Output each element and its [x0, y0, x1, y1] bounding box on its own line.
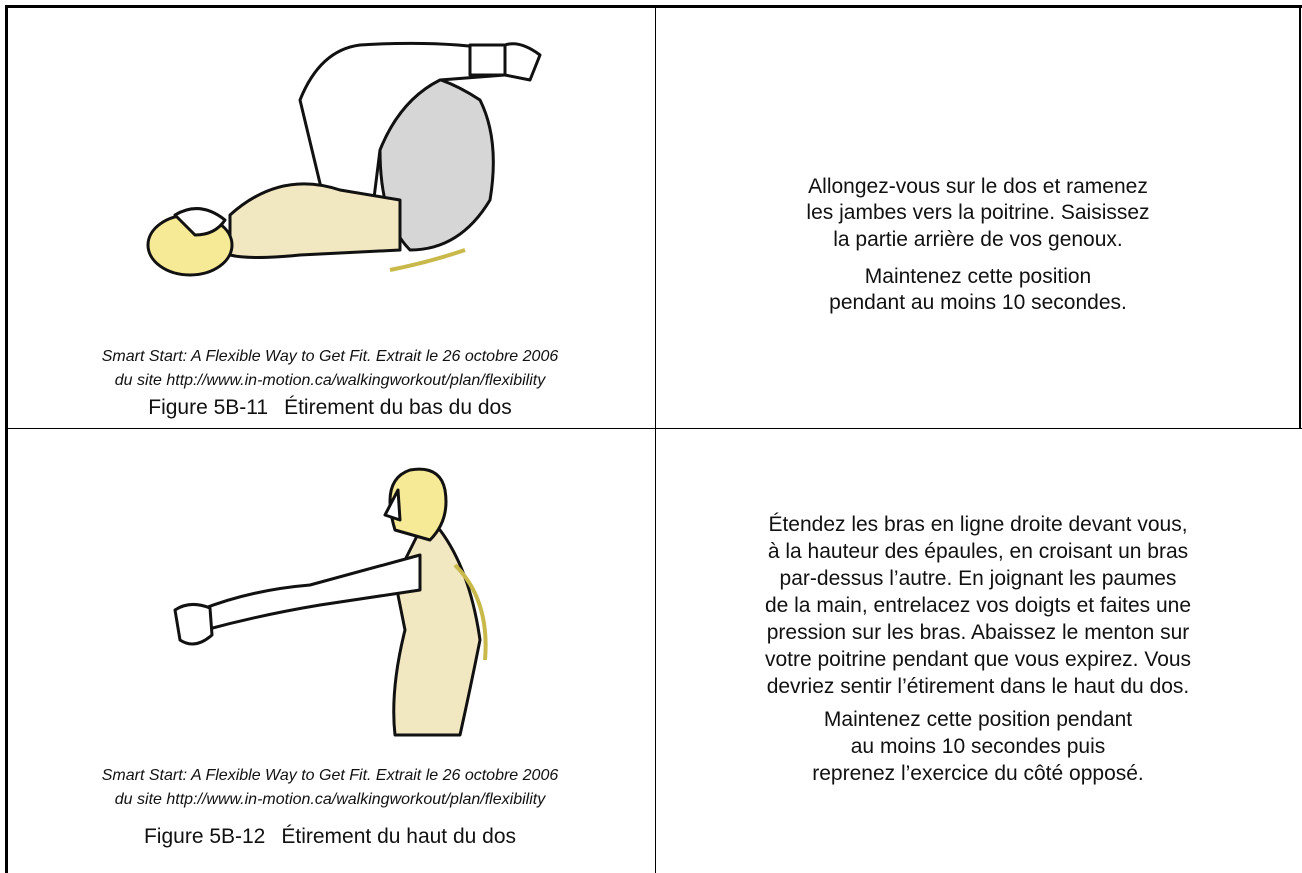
table-border-right [1299, 5, 1301, 429]
figure-label: Figure 5B-11 [148, 396, 269, 419]
instruction-line: Étendez les bras en ligne droite devant … [768, 512, 1188, 536]
instruction-line: par-dessus l’autre. En joignant les paum… [779, 566, 1177, 590]
instruction-line: votre poitrine pendant que vous expirez.… [764, 647, 1192, 671]
instruction-line: Maintenez cette position pendant [823, 707, 1133, 731]
figure-caption: Figure 5B-11 Étirement du bas du dos [10, 394, 650, 422]
instruction-line: reprenez l’exercice du côté opposé. [812, 761, 1144, 785]
table-border-left [5, 5, 8, 873]
figure-title: Étirement du bas du dos [284, 396, 512, 419]
instruction-line: la partie arrière de vos genoux. [833, 227, 1123, 251]
figure-source: du site http://www.in-motion.ca/walkingw… [114, 372, 546, 389]
instruction-line: pression sur les bras. Abaissez le mento… [766, 620, 1190, 644]
figure-source: Smart Start: A Flexible Way to Get Fit. … [101, 767, 559, 784]
illustration-upper-back [173, 467, 488, 737]
instruction-line: de la main, entrelacez vos doigts et fai… [764, 593, 1192, 617]
row-divider [5, 428, 1302, 429]
instruction-line: au moins 10 secondes puis [850, 734, 1106, 758]
instruction-line: à la hauteur des épaules, en croisant un… [767, 539, 1189, 563]
figure-source: Smart Start: A Flexible Way to Get Fit. … [101, 348, 559, 365]
instruction-line: les jambes vers la poitrine. Saisissez [806, 201, 1150, 225]
figure-caption: Figure 5B-12 Étirement du haut du dos [10, 823, 650, 851]
figure-label: Figure 5B-12 [143, 825, 266, 848]
instruction-line: pendant au moins 10 secondes. [829, 291, 1127, 315]
figure-source: du site http://www.in-motion.ca/walkingw… [114, 791, 546, 808]
figure-title: Étirement du haut du dos [281, 825, 517, 848]
instruction-line: Maintenez cette position [864, 264, 1092, 288]
column-divider [655, 5, 656, 873]
instruction-line: Allongez-vous sur le dos et ramenez [808, 174, 1148, 198]
instruction-line: devriez sentir l’étirement dans le haut … [766, 674, 1190, 698]
table-border-top [5, 5, 1302, 8]
illustration-lower-back [146, 41, 542, 277]
